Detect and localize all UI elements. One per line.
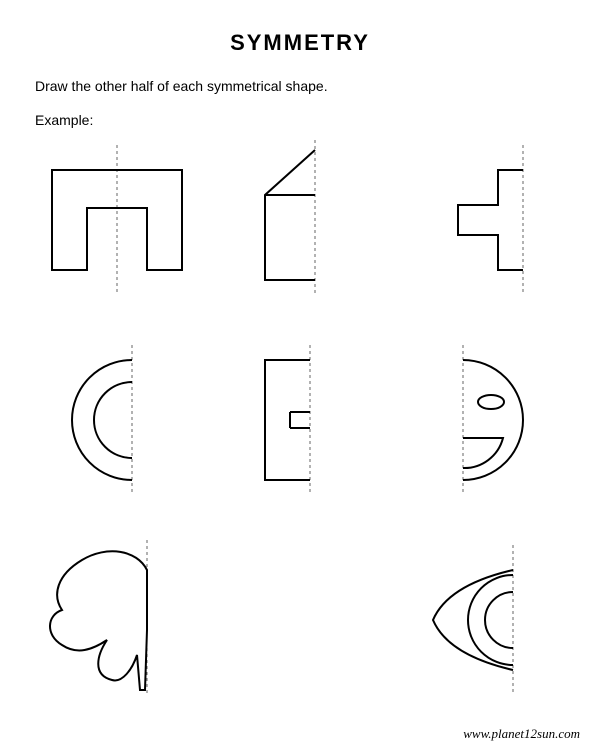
footer-credit: www.planet12sun.com xyxy=(463,726,580,742)
worksheet-page: SYMMETRY Draw the other half of each sym… xyxy=(0,0,600,750)
example-label: Example: xyxy=(35,112,565,128)
shape-butterfly-half xyxy=(37,540,197,700)
instruction-text: Draw the other half of each symmetrical … xyxy=(35,78,565,94)
shape-plus-half xyxy=(403,140,563,300)
shape-eye-half xyxy=(403,540,563,700)
shapes-grid xyxy=(35,140,565,700)
shape-smiley-half xyxy=(403,340,563,500)
shape-arch xyxy=(37,140,197,300)
shape-blank xyxy=(220,540,380,700)
shape-house-half xyxy=(220,140,380,300)
shape-ibeam-half xyxy=(220,340,380,500)
shape-ring-half xyxy=(37,340,197,500)
page-title: SYMMETRY xyxy=(35,30,565,56)
